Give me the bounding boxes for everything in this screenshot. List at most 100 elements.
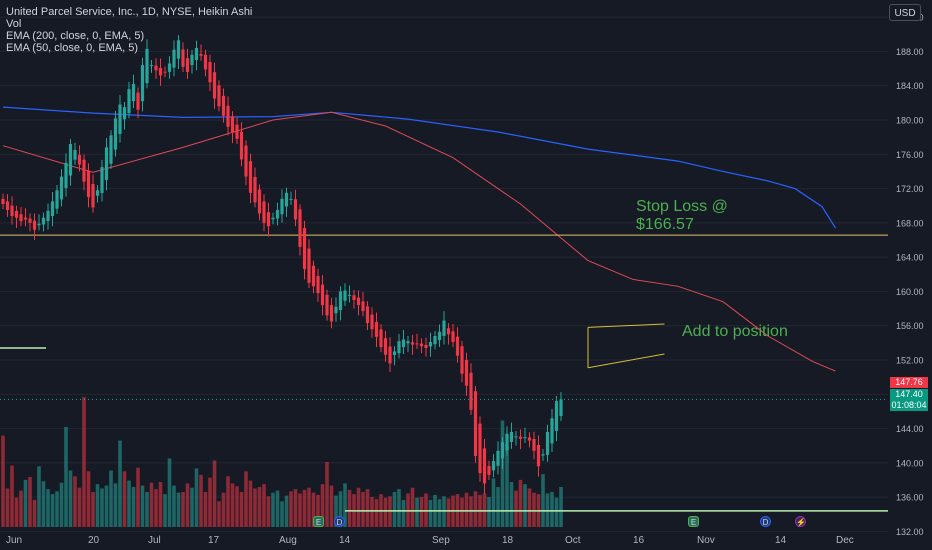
volume-bar xyxy=(131,487,136,527)
volume-bar xyxy=(559,487,563,527)
candle-body xyxy=(104,147,109,181)
volume-bar xyxy=(104,485,109,527)
candle-body xyxy=(244,145,248,177)
volume-bar xyxy=(55,491,59,527)
volume-bar xyxy=(284,495,289,527)
candle-body xyxy=(487,465,491,475)
candle-body xyxy=(230,116,235,133)
volume-bar xyxy=(338,491,343,527)
earnings-icon[interactable]: E xyxy=(688,516,699,527)
dividend-icon[interactable]: D xyxy=(760,516,771,527)
volume-bar xyxy=(262,484,266,527)
candle-body xyxy=(505,433,509,451)
volume-bar xyxy=(532,492,536,527)
stop-loss-note: Stop Loss @ $166.57 xyxy=(636,198,728,233)
currency-button[interactable]: USD xyxy=(889,4,921,21)
volume-bar xyxy=(14,497,19,527)
volume-bar xyxy=(334,495,338,527)
volume-bar xyxy=(212,460,217,527)
price-tick-label: 164.00 xyxy=(896,253,924,263)
candle-body xyxy=(275,210,280,219)
candle-body xyxy=(329,305,334,322)
volume-bar xyxy=(496,487,500,527)
split-icon[interactable]: ⚡ xyxy=(795,516,806,527)
price-tick-label: 136.00 xyxy=(896,493,924,503)
candle-body xyxy=(550,418,554,444)
candle-body xyxy=(518,436,523,439)
candle-body xyxy=(1,198,5,204)
volume-bar xyxy=(221,492,226,527)
candle-body xyxy=(257,189,262,214)
candle-body xyxy=(289,198,293,200)
volume-bar xyxy=(550,492,554,527)
time-tick-label: Jul xyxy=(148,535,161,546)
volume-bar xyxy=(172,485,176,527)
last-price-value: 147.40 xyxy=(895,389,923,399)
volume-bar xyxy=(122,471,127,527)
volume-bar xyxy=(23,479,28,527)
time-tick-label: Dec xyxy=(836,535,854,546)
volume-bar xyxy=(266,496,271,527)
volume-bar xyxy=(514,490,518,527)
candle-body xyxy=(374,321,379,337)
volume-bar xyxy=(176,492,181,527)
time-tick-label: Nov xyxy=(697,535,715,546)
volume-bar xyxy=(289,491,293,527)
candle-body xyxy=(541,454,545,456)
volume-bar xyxy=(185,483,190,527)
volume-bar xyxy=(19,490,23,527)
candle-body xyxy=(446,328,451,335)
candle-body xyxy=(320,284,325,306)
price-tick-label: 152.00 xyxy=(896,356,924,366)
candle-body xyxy=(428,342,433,347)
price-tick-label: 160.00 xyxy=(896,287,924,297)
time-tick-label: 17 xyxy=(208,535,220,546)
dividend-icon[interactable]: D xyxy=(334,516,345,527)
candle-body xyxy=(316,276,320,294)
volume-bar xyxy=(469,496,473,527)
candle-body xyxy=(28,218,32,223)
time-tick-label: Oct xyxy=(565,535,581,546)
volume-bar xyxy=(73,476,77,527)
time-tick-label: 20 xyxy=(88,535,100,546)
volume-bar xyxy=(86,471,91,527)
volume-bar xyxy=(253,488,257,527)
price-tick-label: 168.00 xyxy=(896,218,924,228)
candle-body xyxy=(100,167,104,193)
time-axis: Jun 20 Jul 17 Aug 14 Sep 18 Oct 16 Nov 14 Dec xyxy=(6,535,854,546)
indicator-lines xyxy=(0,106,888,512)
candle-body xyxy=(41,217,46,225)
candle-body xyxy=(136,92,140,110)
volume-bar xyxy=(419,497,424,527)
volume-bar xyxy=(194,468,199,527)
volume-bar xyxy=(77,487,82,527)
candle-body xyxy=(424,344,428,348)
candle-body xyxy=(302,228,307,270)
volume-bar xyxy=(280,501,284,527)
candle-body xyxy=(19,214,23,222)
candle-body xyxy=(343,290,347,301)
candle-body xyxy=(86,170,91,198)
volume-bar xyxy=(109,470,113,527)
earnings-icon[interactable]: E xyxy=(313,516,324,527)
volume-bar xyxy=(370,497,374,527)
time-tick-label: 16 xyxy=(633,535,645,546)
candle-body xyxy=(221,95,226,116)
volume-bar xyxy=(307,487,311,527)
candle-body xyxy=(307,248,311,283)
volume-bar xyxy=(293,489,298,527)
candle-body xyxy=(298,209,302,247)
volume-bar xyxy=(491,478,496,527)
candle-body xyxy=(122,107,127,120)
volume-bar xyxy=(383,497,388,527)
candle-body xyxy=(32,220,37,230)
volume-bar xyxy=(50,494,55,527)
candle-body xyxy=(397,341,401,354)
candle-body xyxy=(190,54,194,66)
candle-body xyxy=(167,63,172,72)
volume-bar xyxy=(464,492,469,527)
candle-body xyxy=(181,49,185,67)
volume-bar xyxy=(230,483,235,527)
candle-body xyxy=(262,201,266,223)
